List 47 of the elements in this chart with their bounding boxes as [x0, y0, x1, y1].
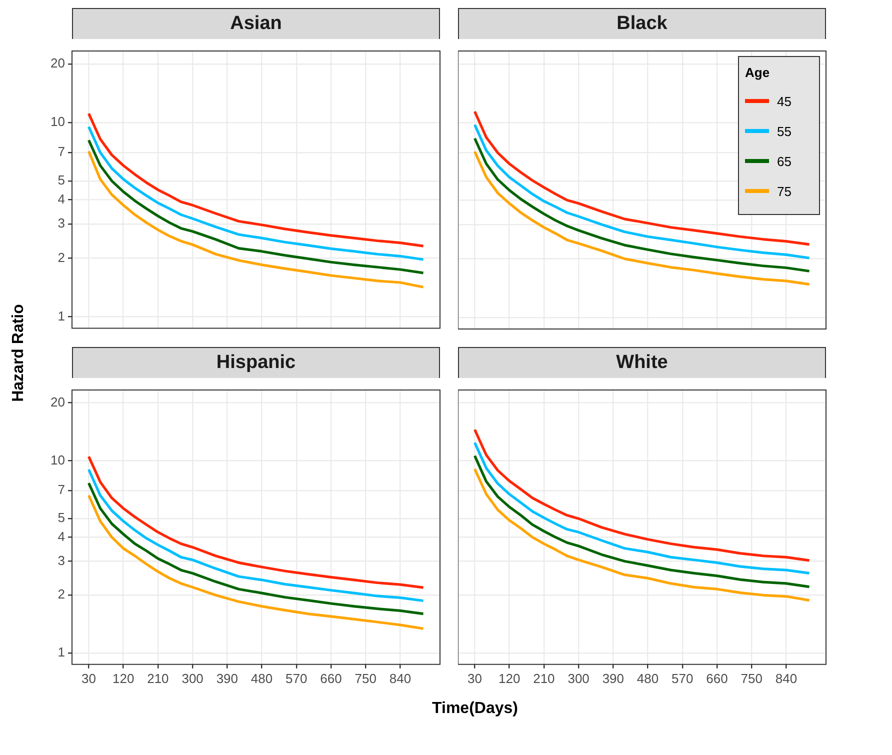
chart-title: White	[458, 347, 826, 378]
chart-title: Asian	[72, 8, 440, 39]
y-tick-label: 1	[58, 308, 65, 324]
x-tick-label: 210	[533, 670, 555, 686]
x-tick-label: 30	[81, 670, 96, 686]
x-tick-label: 480	[250, 670, 273, 686]
x-tick-label: 120	[498, 670, 520, 686]
x-tick-label: 300	[182, 670, 204, 686]
y-tick-label: 7	[58, 482, 65, 498]
x-axis-title: Time(Days)	[431, 700, 519, 718]
y-tick-label: 2	[58, 250, 65, 265]
y-tick-label: 20	[50, 394, 65, 410]
x-tick-label: 210	[147, 670, 169, 686]
x-tick-label: 750	[740, 670, 762, 686]
y-tick-label: 3	[58, 216, 65, 231]
x-tick-label: 570	[672, 670, 694, 686]
y-tick-label: 4	[58, 191, 65, 206]
chart-title: Black	[458, 8, 826, 39]
y-axis-title: Hazard Ratio	[10, 304, 28, 402]
x-tick-label: 390	[216, 670, 238, 686]
x-tick-label: 300	[568, 670, 590, 686]
x-tick-label: 480	[636, 670, 659, 686]
y-tick-label: 1	[58, 644, 65, 660]
y-tick-label: 10	[50, 452, 65, 468]
y-tick-label: 7	[58, 144, 65, 160]
chart-title: Hispanic	[72, 347, 440, 378]
legend-title: Age	[745, 65, 771, 80]
y-tick-label: 10	[50, 114, 65, 129]
x-tick-label: 390	[602, 670, 624, 686]
x-tick-label: 30	[467, 670, 482, 686]
x-tick-label: 570	[286, 670, 308, 686]
x-tick-label: 660	[706, 670, 728, 686]
y-tick-label: 20	[50, 55, 65, 70]
y-tick-label: 5	[58, 510, 65, 526]
x-tick-label: 750	[354, 670, 376, 686]
x-tick-label: 840	[389, 670, 412, 686]
x-tick-label: 120	[112, 670, 134, 686]
x-tick-label: 660	[320, 670, 342, 686]
legend-label: 75	[777, 184, 792, 198]
y-tick-label: 2	[58, 586, 65, 602]
y-tick-label: 5	[58, 172, 65, 188]
y-tick-label: 4	[58, 528, 65, 544]
legend-label: 45	[777, 94, 792, 108]
x-tick-label: 840	[775, 670, 798, 686]
legend-label: 65	[777, 154, 792, 168]
legend-label: 55	[777, 124, 792, 138]
y-tick-label: 3	[58, 552, 65, 568]
